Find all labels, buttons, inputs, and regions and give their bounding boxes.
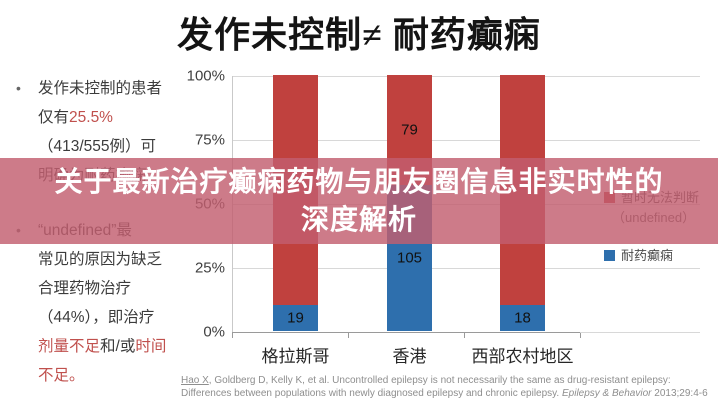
y-axis-tick-label: 100% — [186, 67, 225, 85]
citation-body: , Goldberg D, Kelly K, et al. Uncontroll… — [181, 375, 671, 399]
x-axis-category-label: 香港 — [392, 347, 427, 366]
x-axis-category-label: 西部农村地区 — [471, 347, 574, 366]
x-axis-tick — [580, 333, 581, 338]
legend-swatch-drug-resistant — [604, 250, 615, 261]
note-line: 发作未控制的患者 — [38, 80, 163, 97]
gridline — [232, 76, 700, 77]
citation-journal: Epilepsy & Behavior — [561, 388, 652, 399]
x-axis-line — [232, 332, 580, 333]
citation-issue: 2013;29:4-6 — [651, 388, 708, 399]
x-axis-tick — [232, 333, 233, 338]
legend-item-drug-resistant: 耐药癫痫 — [604, 246, 699, 266]
bar-segment-drug-resistant: 19 — [273, 305, 318, 331]
note-line: 合理药物治疗 — [38, 280, 132, 297]
note-highlight: 25.5% — [69, 109, 113, 126]
bar-segment-drug-resistant: 18 — [500, 305, 545, 331]
slide-title: 发作未控制≠ 耐药癫痫 — [177, 15, 541, 55]
note-text: 和/或 — [100, 338, 136, 355]
citation-author-link[interactable]: Hao X — [181, 375, 209, 386]
note-highlight: 时间 — [135, 338, 167, 355]
overlay-banner: 关于最新治疗癫痫药物与朋友圈信息非实时性的 深度解析 — [0, 158, 718, 244]
citation: Hao X, Goldberg D, Kelly K, et al. Uncon… — [181, 374, 718, 400]
note-text: 仅有 — [38, 109, 70, 126]
note-line: （44%），即治疗 — [38, 309, 155, 326]
x-axis-tick — [464, 333, 465, 338]
y-axis-tick-label: 0% — [203, 323, 225, 341]
bar-segment-label: 18 — [514, 309, 531, 327]
gridline — [232, 268, 700, 269]
note-line: （413/555例）可 — [38, 138, 157, 155]
x-axis-category-label: 格拉斯哥 — [261, 347, 330, 366]
bar-segment-label: 105 — [396, 249, 423, 267]
bullet-icon: • — [16, 80, 21, 96]
bar-segment-label: 79 — [401, 121, 418, 139]
gridline — [232, 140, 700, 141]
banner-text-line2: 深度解析 — [300, 204, 417, 235]
note-line: 常见的原因为缺乏 — [38, 251, 163, 268]
y-axis-tick-label: 25% — [194, 259, 225, 277]
note-line: 剂量不足和/或时间 — [38, 332, 180, 361]
banner-text-line1: 关于最新治疗癫痫药物与朋友圈信息非实时性的 — [54, 166, 664, 197]
legend-label: 耐药癫痫 — [621, 248, 674, 263]
note-highlight: 剂量不足 — [38, 338, 101, 355]
note-line: 不足。 — [38, 367, 85, 384]
bar-segment-label: 19 — [287, 309, 304, 327]
y-axis-tick-label: 75% — [194, 131, 225, 149]
x-axis-tick — [348, 333, 349, 338]
note-line: 仅有25.5% — [38, 103, 180, 132]
